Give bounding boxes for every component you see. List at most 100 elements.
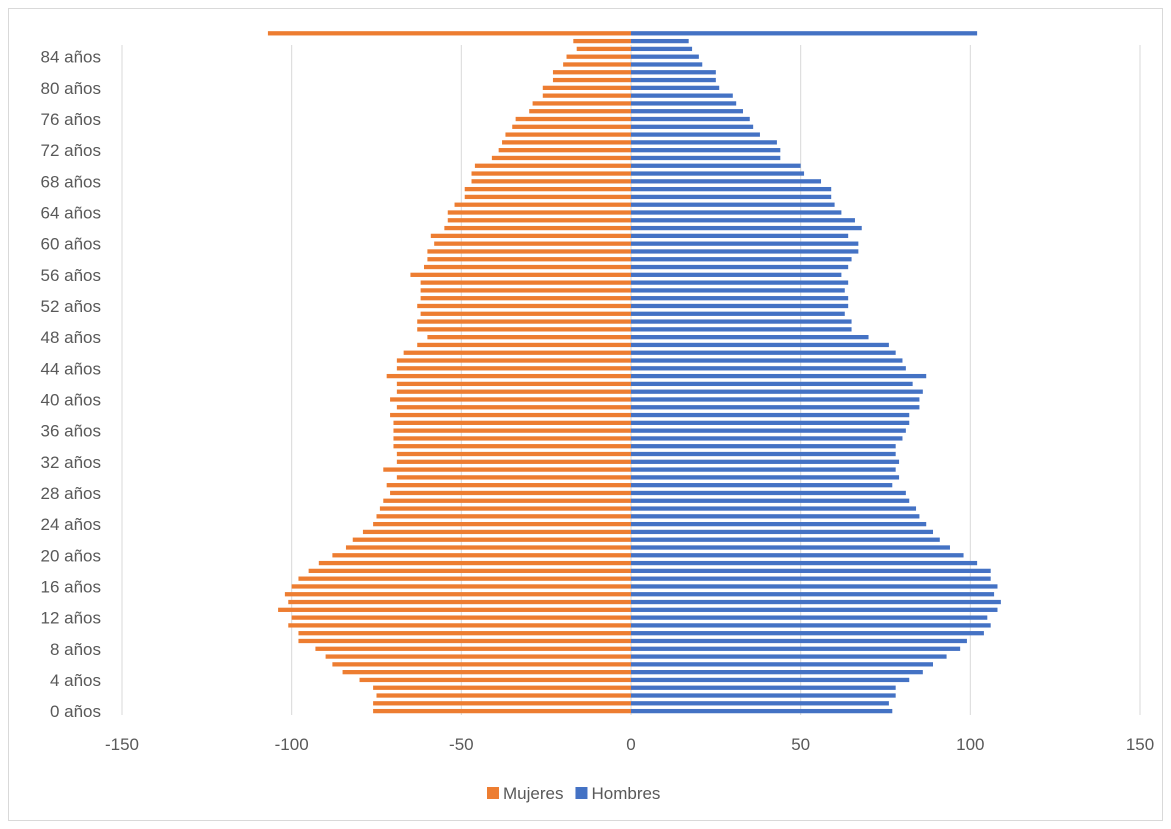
bar-mujeres [396,358,631,363]
category-tick-label: 12 años [41,609,102,628]
bar-hombres [631,109,743,114]
bar-hombres [631,186,832,192]
bar-hombres [631,545,950,550]
bar-mujeres [315,646,631,651]
bar-hombres [631,303,849,309]
bar-mujeres [396,366,631,371]
bar-hombres [631,654,947,659]
bar-mujeres [386,373,631,379]
bar-hombres [631,77,716,83]
bar-hombres [631,38,689,44]
bar-hombres [631,498,910,503]
bar-hombres [631,599,1001,605]
bar-mujeres [420,280,631,285]
bar-hombres [631,420,910,425]
category-tick-label: 40 años [41,390,102,409]
bar-hombres [631,537,940,542]
bar-hombres [631,568,991,574]
bar-mujeres [396,475,631,480]
bar-mujeres [427,335,631,340]
bar-hombres [631,397,920,402]
bar-mujeres [278,607,631,612]
bar-mujeres [345,545,631,550]
bar-mujeres [393,428,631,433]
bar-hombres [631,708,893,714]
bar-mujeres [284,592,631,597]
bar-hombres [631,350,896,355]
bar-hombres [631,311,845,316]
bar-hombres [631,280,849,285]
bar-hombres [631,560,978,566]
value-tick-label: 50 [791,735,810,754]
bar-mujeres [332,553,631,558]
bar-mujeres [396,381,631,387]
bar-hombres [631,615,988,620]
bar-hombres [631,467,896,472]
bar-hombres [631,54,699,59]
bar-hombres [631,366,906,371]
bar-mujeres [288,623,631,628]
bar-hombres [631,451,896,457]
bar-mujeres [417,319,631,324]
bar-mujeres [332,662,631,667]
bar-mujeres [491,155,631,161]
bar-mujeres [291,615,631,620]
category-tick-label: 32 años [41,453,102,472]
bar-mujeres [454,202,631,207]
bar-hombres [631,179,822,184]
bar-mujeres [471,171,631,176]
bar-mujeres [383,467,631,472]
bar-hombres [631,124,754,129]
category-tick-label: 68 años [41,172,102,191]
bar-hombres [631,529,934,535]
category-tick-label: 16 años [41,577,102,596]
bar-hombres [631,272,842,277]
bar-hombres [631,381,913,387]
bar-hombres [631,475,900,480]
bar-mujeres [420,296,631,301]
bar-mujeres [267,31,631,36]
bar-hombres [631,62,703,67]
bar-hombres [631,46,693,52]
bar-mujeres [373,708,631,714]
bar-mujeres [573,38,631,44]
bar-mujeres [373,521,631,527]
category-tick-label: 28 años [41,484,102,503]
bar-hombres [631,85,720,90]
bar-hombres [631,584,998,589]
bar-mujeres [417,342,631,348]
bar-mujeres [502,140,631,145]
bar-mujeres [424,264,631,270]
bar-mujeres [430,233,631,239]
bar-mujeres [386,483,631,488]
bar-hombres [631,93,733,98]
bar-mujeres [464,194,631,200]
category-tick-label: 84 años [41,48,102,67]
bar-hombres [631,607,998,612]
bar-hombres [631,521,927,527]
value-tick-label: 150 [1126,735,1154,754]
bar-hombres [631,631,984,636]
bar-hombres [631,31,978,36]
legend: Mujeres Hombres [487,784,660,803]
bar-hombres [631,685,896,690]
bar-hombres [631,373,927,379]
bar-hombres [631,335,869,340]
bar-hombres [631,701,889,706]
bar-mujeres [291,584,631,589]
bar-mujeres [532,101,631,106]
bar-mujeres [447,210,631,215]
category-tick-label: 48 años [41,328,102,347]
bar-mujeres [298,576,631,581]
bar-hombres [631,490,906,496]
bar-hombres [631,116,750,122]
bar-hombres [631,646,961,651]
bar-mujeres [396,389,631,394]
bar-mujeres [393,436,631,441]
bar-mujeres [288,599,631,605]
population-pyramid-chart: 0 años 4 años 8 años 12 años 16 años 20 años 2… [41,31,1154,803]
bar-mujeres [417,327,631,332]
bar-hombres [631,70,716,75]
bar-hombres [631,662,934,667]
category-tick-label: 20 años [41,546,102,565]
